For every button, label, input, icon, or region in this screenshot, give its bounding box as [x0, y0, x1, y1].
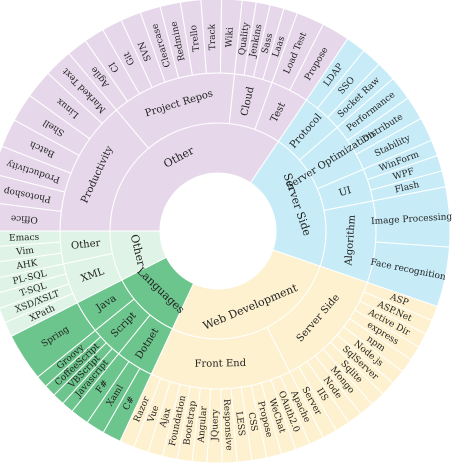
outer-label-wiki: Wiki — [225, 27, 236, 48]
outer-label-office: Office — [11, 213, 39, 225]
outer-label-emacs: Emacs — [9, 233, 40, 244]
middle-label-front-end: Front End — [194, 358, 246, 370]
outer-label-vim: Vim — [15, 246, 35, 258]
outer-label-track: Track — [207, 23, 218, 50]
center-hole — [160, 173, 276, 289]
outer-label-jquery: JQuery — [210, 408, 220, 442]
